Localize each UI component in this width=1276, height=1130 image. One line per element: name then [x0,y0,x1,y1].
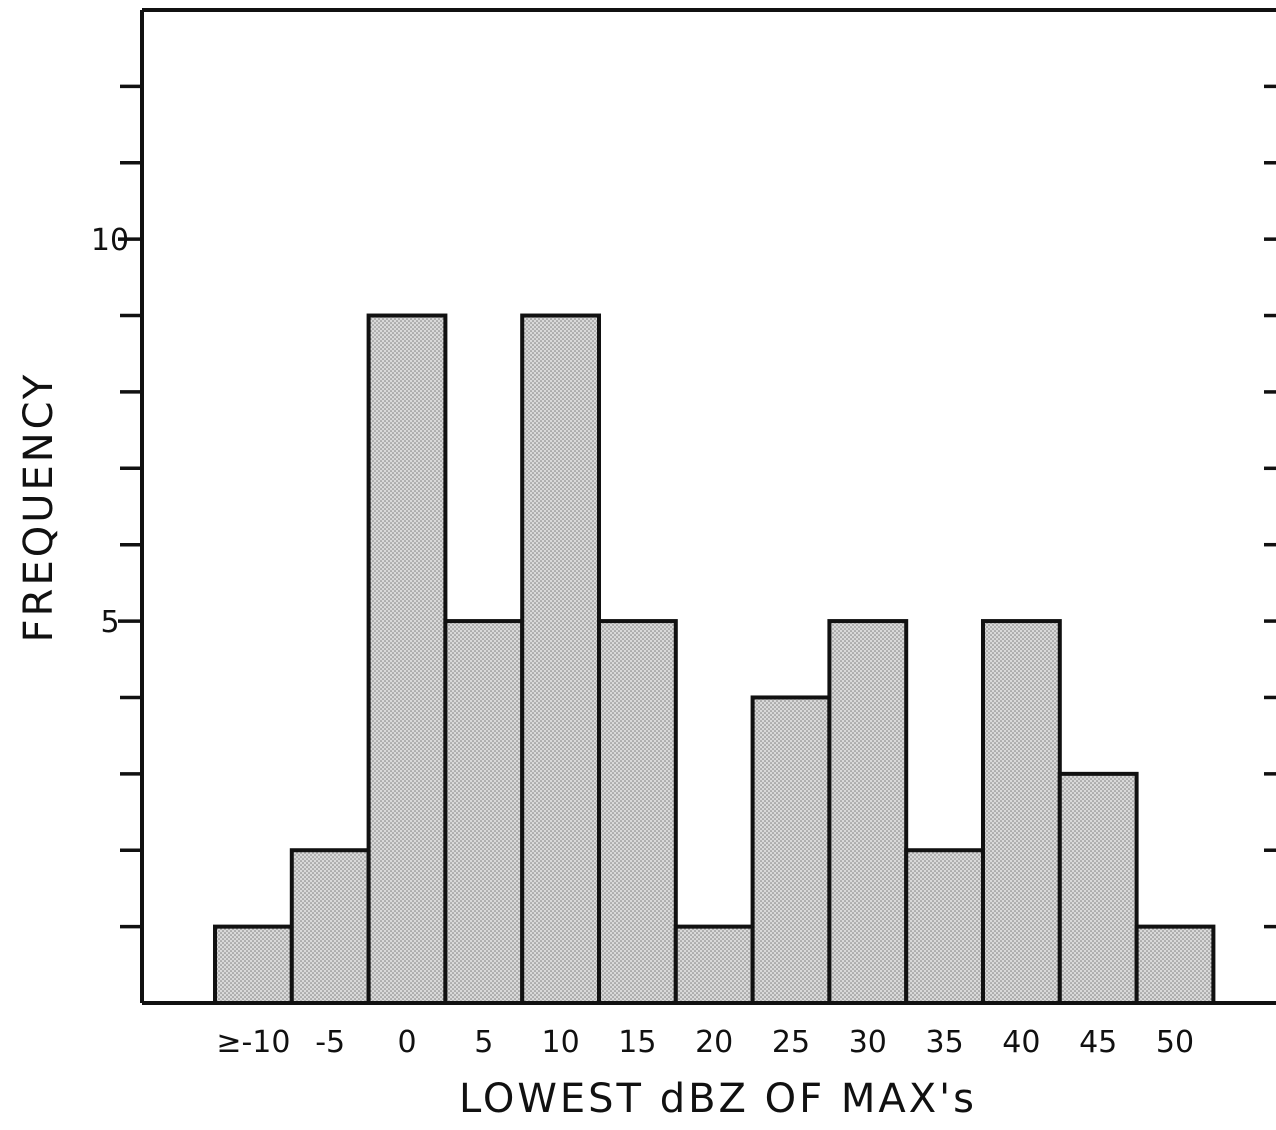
y-tick-label-1: 10 [91,223,129,258]
x-tick-label-4: 10 [542,1025,580,1060]
bar-12 [1134,924,1216,1005]
x-tick-label-3: 5 [474,1025,493,1060]
bar-9 [904,848,986,1005]
x-tick-label-12: 50 [1156,1025,1194,1060]
bar-5 [597,619,678,1005]
x-tick-label-10: 40 [1002,1025,1040,1060]
x-tick-label-9: 35 [926,1025,964,1060]
bars-layer [213,313,1216,1005]
bar-4 [520,313,602,1005]
bar-10 [981,619,1062,1005]
x-tick-label-8: 30 [849,1025,887,1060]
x-tick-label-2: 0 [397,1025,416,1060]
x-tick-label-0: ≥-10 [216,1025,290,1060]
y-tick-label-0: 5 [100,605,119,640]
y-tick-labels: 5 10 [91,223,129,640]
bar-2 [366,313,448,1005]
bar-6 [673,924,755,1005]
x-tick-label-5: 15 [618,1025,656,1060]
bar-11 [1057,771,1139,1005]
y-axis-title: FREQUENCY [16,372,62,643]
bar-3 [443,619,525,1005]
bar-1 [289,848,371,1005]
x-tick-label-6: 20 [695,1025,733,1060]
axes-layer [140,8,1276,1005]
bar-7 [750,695,832,1005]
bar-0 [213,924,294,1005]
bar-8 [827,619,909,1005]
x-tick-label-11: 45 [1079,1025,1117,1060]
x-tick-label-7: 25 [772,1025,810,1060]
x-axis-title: LOWEST dBZ OF MAX's [459,1076,977,1122]
y-ticks [118,84,1276,929]
x-tick-label-1: -5 [315,1025,345,1060]
x-tick-labels: ≥-10 -5 0 5 10 15 20 25 30 35 40 45 50 [216,1025,1194,1060]
